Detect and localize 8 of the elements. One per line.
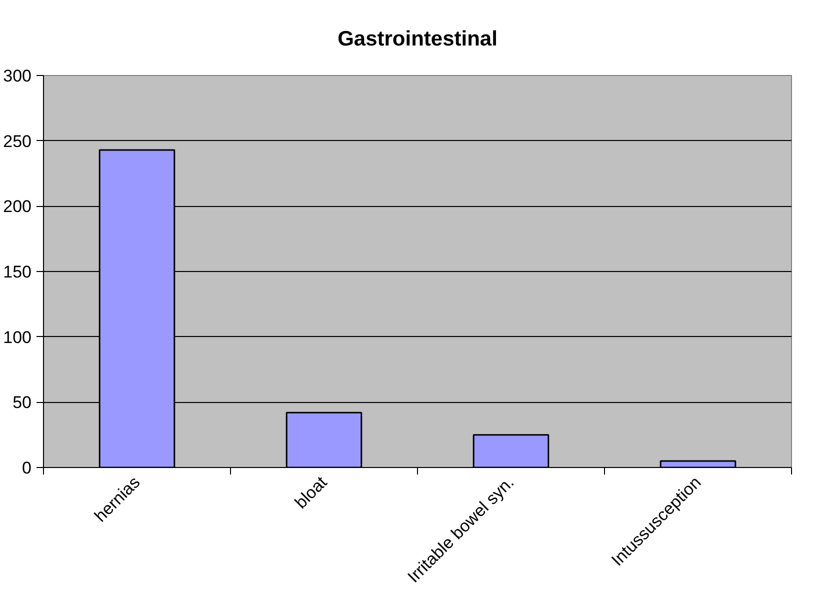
y-tick-label: 300 — [3, 66, 32, 86]
y-tick-label: 200 — [3, 197, 32, 216]
chart-title: Gastrointestinal — [338, 28, 498, 50]
y-tick-label: 250 — [3, 132, 32, 151]
y-tick-label: 100 — [3, 328, 32, 347]
y-tick-label: 50 — [12, 393, 32, 412]
y-tick-label: 0 — [22, 458, 32, 478]
y-tick-label: 150 — [3, 262, 32, 282]
